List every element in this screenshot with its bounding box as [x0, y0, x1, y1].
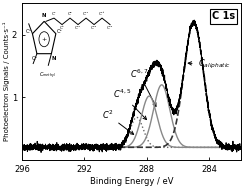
Text: $C^{6,7}$: $C^{6,7}$ — [130, 67, 156, 106]
X-axis label: Binding Energy / eV: Binding Energy / eV — [90, 177, 173, 186]
Y-axis label: Photoelectron Signals / Counts·s⁻¹: Photoelectron Signals / Counts·s⁻¹ — [3, 22, 10, 141]
Text: $C^2$: $C^2$ — [102, 109, 134, 134]
Text: $C_{aliphatic}$: $C_{aliphatic}$ — [188, 58, 230, 71]
Text: C 1s: C 1s — [212, 11, 235, 21]
Text: $C^{4,5}$: $C^{4,5}$ — [113, 88, 146, 120]
